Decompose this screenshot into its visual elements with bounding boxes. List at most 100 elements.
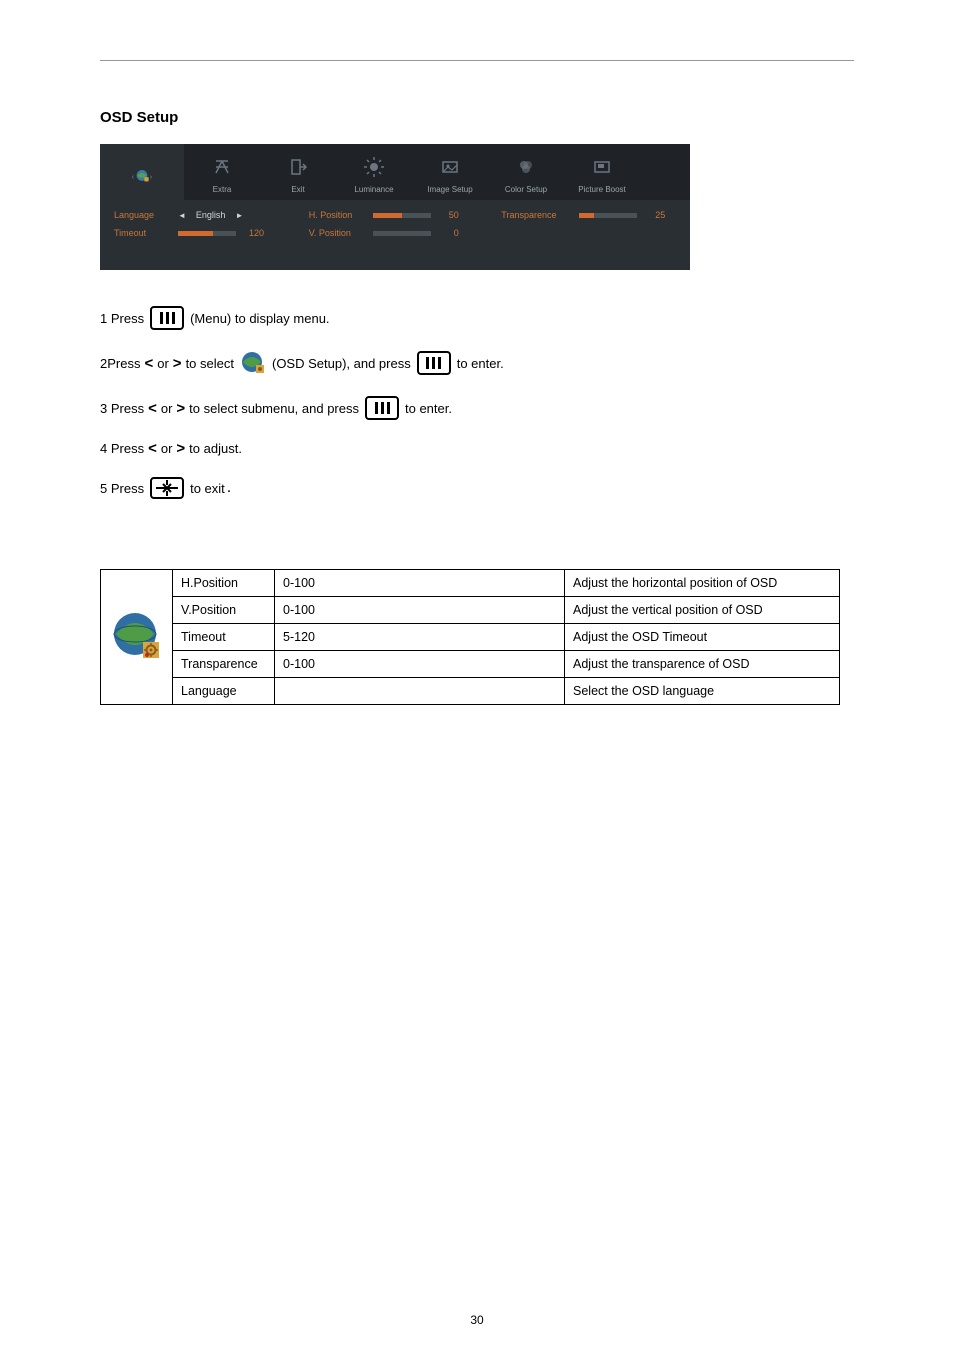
param-range: 5-120 bbox=[275, 624, 565, 651]
param-name: Transparence bbox=[173, 651, 275, 678]
osd-tab-label: Color Setup bbox=[505, 185, 547, 194]
osd-tab-color-setup: Color Setup bbox=[488, 144, 564, 200]
menu-button-icon bbox=[417, 351, 451, 375]
greater-than-icon: > bbox=[171, 355, 184, 372]
vposition-bar bbox=[373, 231, 431, 236]
greater-than-icon: > bbox=[174, 440, 187, 457]
osd-setup-globe-icon bbox=[111, 610, 163, 662]
osd-tab-label: Exit bbox=[291, 185, 304, 194]
osd-row-hposition: H. Position 50 bbox=[309, 210, 496, 220]
hposition-bar-fill bbox=[373, 213, 402, 218]
osd-tabs: ‹ › Extra Exit bbox=[100, 144, 690, 200]
timeout-bar-fill bbox=[178, 231, 213, 236]
osd-row-transparence: Transparence 25 bbox=[501, 210, 678, 220]
section-title: OSD Setup bbox=[100, 109, 854, 126]
param-desc: Adjust the OSD Timeout bbox=[565, 624, 840, 651]
osd-row-language: Language ◄ English ► bbox=[114, 210, 291, 220]
instruction-line-3: 3 Press < or > to select submenu, and pr… bbox=[100, 396, 854, 420]
auto-exit-icon bbox=[150, 477, 184, 499]
instruction-text: . bbox=[227, 479, 231, 497]
osd-tab-label: Image Setup bbox=[427, 185, 472, 194]
instruction-text: (OSD Setup), and press bbox=[272, 356, 411, 371]
table-row: H.Position 0-100 Adjust the horizontal p… bbox=[101, 570, 840, 597]
less-than-icon: < bbox=[146, 400, 159, 417]
instruction-text: to exit bbox=[190, 481, 225, 496]
param-desc: Adjust the transparence of OSD bbox=[565, 651, 840, 678]
timeout-value: 120 bbox=[242, 228, 264, 238]
page-number: 30 bbox=[0, 1313, 954, 1327]
luminance-icon bbox=[362, 155, 386, 179]
osd-tab-label: Picture Boost bbox=[578, 185, 626, 194]
param-desc: Select the OSD language bbox=[565, 678, 840, 705]
param-name: Language bbox=[173, 678, 275, 705]
svg-text:›: › bbox=[150, 172, 153, 181]
menu-button-icon bbox=[150, 306, 184, 330]
instruction-text: 4 Press bbox=[100, 441, 144, 456]
top-rule bbox=[100, 60, 854, 61]
osd-tab-label: Luminance bbox=[354, 185, 393, 194]
color-setup-icon bbox=[514, 155, 538, 179]
param-range bbox=[275, 678, 565, 705]
instruction-text: or bbox=[161, 441, 173, 456]
instruction-text: 1 Press bbox=[100, 311, 144, 326]
vposition-value: 0 bbox=[437, 228, 459, 238]
greater-than-icon: > bbox=[174, 400, 187, 417]
param-range: 0-100 bbox=[275, 570, 565, 597]
instruction-text: 2Press bbox=[100, 356, 140, 371]
exit-icon bbox=[286, 155, 310, 179]
table-row: V.Position 0-100 Adjust the vertical pos… bbox=[101, 597, 840, 624]
instruction-line-1: 1 Press (Menu) to display menu. bbox=[100, 306, 854, 330]
less-than-icon: < bbox=[146, 440, 159, 457]
instruction-line-2: 2Press < or > to select (OSD Setup), and… bbox=[100, 350, 854, 376]
osd-tab-image-setup: Image Setup bbox=[412, 144, 488, 200]
instruction-text: to select submenu, and press bbox=[189, 401, 359, 416]
table-row: Timeout 5-120 Adjust the OSD Timeout bbox=[101, 624, 840, 651]
osd-row-vposition: V. Position 0 bbox=[309, 228, 496, 238]
picture-boost-icon bbox=[590, 155, 614, 179]
instruction-line-4: 4 Press < or > to adjust. bbox=[100, 440, 854, 457]
instruction-text: 3 Press bbox=[100, 401, 144, 416]
instruction-text: or bbox=[157, 356, 169, 371]
osd-setup-globe-icon bbox=[240, 350, 266, 376]
image-setup-icon bbox=[438, 155, 462, 179]
osd-tab-osd-setup: ‹ › bbox=[100, 144, 184, 200]
transparence-value: 25 bbox=[643, 210, 665, 220]
param-range: 0-100 bbox=[275, 651, 565, 678]
transparence-label: Transparence bbox=[501, 210, 573, 220]
instruction-text: to enter. bbox=[457, 356, 504, 371]
less-than-icon: < bbox=[142, 355, 155, 372]
param-name: H.Position bbox=[173, 570, 275, 597]
osd-tab-extra: Extra bbox=[184, 144, 260, 200]
osd-tab-exit: Exit bbox=[260, 144, 336, 200]
osd-tab-picture-boost: Picture Boost bbox=[564, 144, 640, 200]
instruction-text: to select bbox=[186, 356, 234, 371]
param-range: 0-100 bbox=[275, 597, 565, 624]
osd-tab-luminance: Luminance bbox=[336, 144, 412, 200]
hposition-value: 50 bbox=[437, 210, 459, 220]
timeout-bar bbox=[178, 231, 236, 236]
hposition-label: H. Position bbox=[309, 210, 367, 220]
osd-row-timeout: Timeout 120 bbox=[114, 228, 291, 238]
param-desc: Adjust the vertical position of OSD bbox=[565, 597, 840, 624]
transparence-bar-fill bbox=[579, 213, 594, 218]
parameter-table: H.Position 0-100 Adjust the horizontal p… bbox=[100, 569, 840, 705]
svg-text:‹: ‹ bbox=[132, 172, 135, 181]
instructions: 1 Press (Menu) to display menu. 2Press <… bbox=[100, 306, 854, 499]
param-name: Timeout bbox=[173, 624, 275, 651]
triangle-left-icon: ◄ bbox=[178, 211, 186, 220]
vposition-label: V. Position bbox=[309, 228, 367, 238]
table-row: Transparence 0-100 Adjust the transparen… bbox=[101, 651, 840, 678]
language-label: Language bbox=[114, 210, 172, 220]
table-icon-cell bbox=[101, 570, 173, 705]
triangle-right-icon: ► bbox=[235, 211, 243, 220]
globe-icon: ‹ › bbox=[130, 164, 154, 188]
instruction-text: (Menu) to display menu. bbox=[190, 311, 329, 326]
instruction-text: or bbox=[161, 401, 173, 416]
timeout-label: Timeout bbox=[114, 228, 172, 238]
extra-icon bbox=[210, 155, 234, 179]
instruction-line-5: 5 Press to exit . bbox=[100, 477, 854, 499]
param-name: V.Position bbox=[173, 597, 275, 624]
language-value: English bbox=[192, 210, 230, 220]
osd-body: Language ◄ English ► Timeout 120 H. Posi… bbox=[100, 200, 690, 270]
osd-menu-screenshot: ‹ › Extra Exit bbox=[100, 144, 690, 270]
